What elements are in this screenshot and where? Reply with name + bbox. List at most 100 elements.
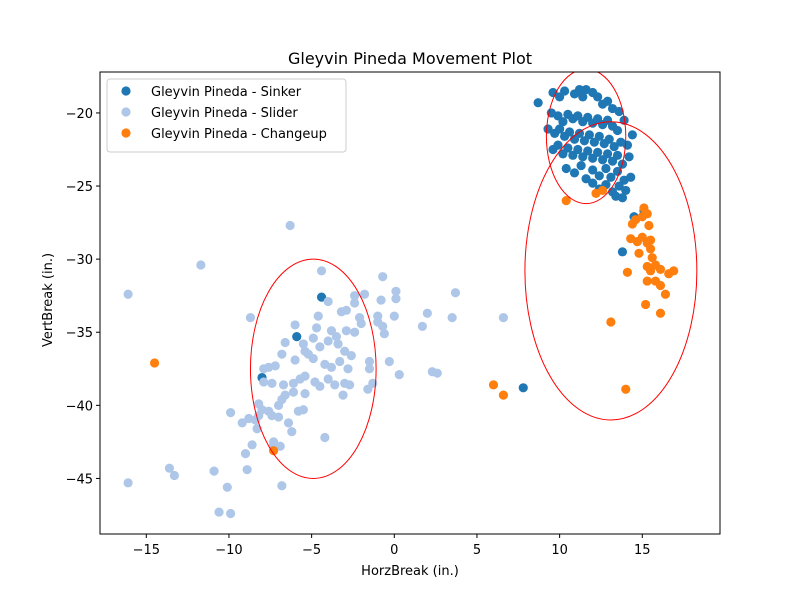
scatter-point bbox=[278, 380, 289, 390]
scatter-point bbox=[300, 389, 310, 399]
scatter-point bbox=[247, 440, 257, 450]
scatter-point bbox=[581, 174, 591, 184]
scatter-point bbox=[543, 124, 553, 134]
scatter-point bbox=[621, 185, 631, 196]
legend: Gleyvin Pineda - Sinker Gleyvin Pineda - … bbox=[106, 78, 347, 153]
scatter-point bbox=[669, 266, 679, 276]
legend-marker-gleyvin-pineda-changeup bbox=[121, 128, 131, 138]
scatter-point bbox=[376, 295, 386, 305]
scatter-point bbox=[288, 378, 299, 389]
scatter-point bbox=[267, 378, 277, 389]
scatter-point bbox=[645, 244, 656, 254]
scatter-point bbox=[584, 130, 594, 140]
scatter-point bbox=[626, 172, 636, 182]
scatter-point bbox=[244, 413, 254, 424]
scatter-point bbox=[624, 152, 634, 162]
series-gleyvin-pineda-changeup bbox=[149, 185, 679, 456]
scatter-point bbox=[645, 266, 656, 276]
scatter-point bbox=[259, 377, 269, 387]
scatter-point bbox=[384, 356, 394, 367]
scatter-point bbox=[555, 124, 565, 134]
legend-label-gleyvin-pineda-changeup: Gleyvin Pineda - Changeup bbox=[151, 127, 327, 142]
scatter-point bbox=[326, 362, 337, 372]
legend-box bbox=[106, 78, 347, 153]
scatter-point bbox=[394, 370, 404, 380]
legend-label-gleyvin-pineda-slider: Gleyvin Pineda - Slider bbox=[151, 106, 298, 121]
scatter-point bbox=[350, 298, 360, 308]
scatter-point bbox=[609, 141, 619, 152]
scatter-point bbox=[391, 286, 401, 296]
scatter-point bbox=[269, 446, 279, 456]
series-gleyvin-pineda-slider bbox=[123, 220, 509, 519]
scatter-point bbox=[209, 466, 219, 476]
scatter-point bbox=[647, 253, 657, 263]
scatter-point bbox=[563, 143, 573, 153]
scatter-point bbox=[364, 364, 375, 374]
scatter-point bbox=[642, 276, 652, 286]
scatter-point bbox=[288, 387, 299, 397]
scatter-point bbox=[391, 294, 401, 304]
scatter-point bbox=[214, 507, 224, 517]
scatter-point bbox=[123, 478, 133, 488]
scatter-point bbox=[316, 266, 327, 276]
scatter-point bbox=[593, 92, 603, 102]
scatter-point bbox=[389, 311, 399, 321]
scatter-point bbox=[315, 342, 325, 352]
x-tick-label: 5 bbox=[473, 543, 481, 558]
y-tick-label: −40 bbox=[66, 399, 93, 414]
scatter-point bbox=[290, 320, 300, 330]
scatter-point bbox=[295, 374, 305, 384]
scatter-point bbox=[417, 321, 427, 331]
scatter-point bbox=[123, 289, 133, 299]
axes: −15 −10 −5 0 5 10 15 −45 −40 −35 −30 −25 −20 bbox=[66, 71, 721, 558]
scatter-point bbox=[602, 149, 613, 159]
scatter-point bbox=[655, 280, 666, 291]
scatter-point bbox=[292, 332, 302, 342]
scatter-point bbox=[345, 380, 355, 390]
y-axis-label: VertBreak (in.) bbox=[41, 253, 56, 347]
scatter-point bbox=[245, 313, 256, 323]
x-tick-label: 10 bbox=[551, 543, 568, 558]
scatter-point bbox=[564, 127, 575, 137]
scatter-point bbox=[588, 178, 598, 188]
scatter-point bbox=[593, 147, 603, 158]
plot-area bbox=[123, 72, 698, 519]
scatter-point bbox=[569, 168, 580, 178]
scatter-point bbox=[612, 125, 623, 136]
scatter-point bbox=[333, 339, 343, 349]
scatter-point bbox=[660, 289, 671, 299]
scatter-point bbox=[273, 412, 284, 422]
scatter-point bbox=[617, 193, 628, 203]
scatter-point bbox=[293, 406, 303, 416]
scatter-point bbox=[450, 288, 461, 298]
y-tick-label: −20 bbox=[66, 107, 93, 122]
scatter-point bbox=[621, 384, 631, 394]
scatter-point bbox=[350, 327, 360, 337]
scatter-point bbox=[335, 356, 345, 367]
scatter-point bbox=[285, 220, 295, 231]
scatter-point bbox=[498, 390, 509, 400]
scatter-point bbox=[315, 381, 325, 391]
scatter-point bbox=[283, 418, 294, 428]
scatter-point bbox=[655, 308, 666, 318]
scatter-point bbox=[280, 390, 290, 400]
x-axis-label: HorzBreak (in.) bbox=[361, 564, 459, 579]
scatter-point bbox=[341, 326, 351, 336]
scatter-point bbox=[637, 212, 647, 222]
scatter-point bbox=[277, 481, 287, 491]
spread-ellipse-gleyvin-pineda-sinker bbox=[545, 72, 627, 205]
scatter-point bbox=[308, 333, 318, 343]
scatter-point bbox=[259, 364, 269, 374]
scatter-point bbox=[622, 267, 633, 277]
scatter-point bbox=[196, 260, 206, 270]
scatter-point bbox=[226, 408, 236, 418]
spread-ellipse-gleyvin-pineda-changeup bbox=[524, 121, 698, 421]
x-tick-label: −5 bbox=[302, 543, 321, 558]
scatter-point bbox=[612, 166, 623, 177]
scatter-point bbox=[320, 432, 330, 443]
legend-marker-gleyvin-pineda-sinker bbox=[121, 86, 131, 96]
scatter-point bbox=[378, 321, 388, 331]
scatter-point bbox=[350, 291, 360, 301]
scatter-point bbox=[574, 84, 585, 95]
